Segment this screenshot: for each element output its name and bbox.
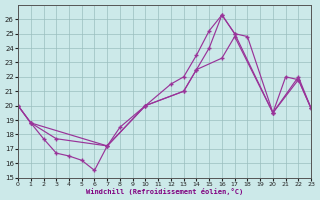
X-axis label: Windchill (Refroidissement éolien,°C): Windchill (Refroidissement éolien,°C) [86,188,243,195]
